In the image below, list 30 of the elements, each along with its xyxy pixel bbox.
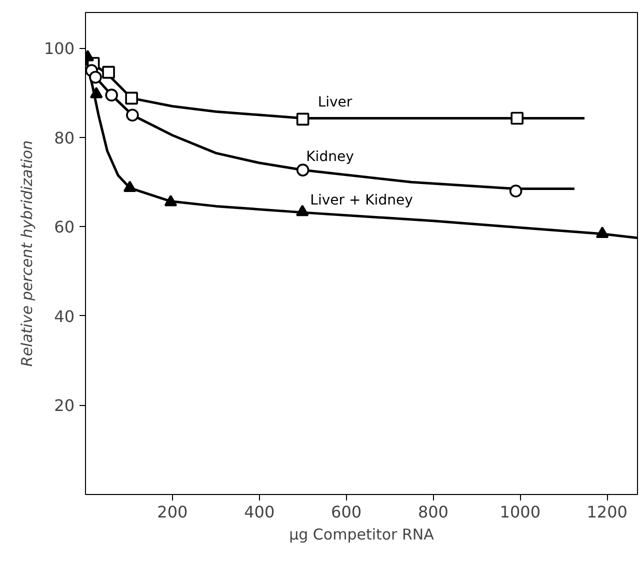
x-tick-label: 600 <box>331 502 362 522</box>
y-axis-title: Relative percent hybridization <box>18 140 36 367</box>
point <box>90 86 103 98</box>
y-tick-label: 80 <box>54 128 74 148</box>
series-label: Kidney <box>306 149 354 166</box>
y-tick-label: 40 <box>54 306 74 326</box>
point <box>164 194 178 206</box>
x-tick-label: 200 <box>157 502 188 522</box>
point <box>510 112 524 125</box>
point <box>296 112 310 126</box>
series-label: Liver + Kidney <box>310 192 413 208</box>
point <box>105 88 118 102</box>
point <box>296 164 310 176</box>
point <box>596 226 609 238</box>
x-tick-label: 400 <box>244 502 275 522</box>
point <box>126 108 139 122</box>
y-tick-label: 20 <box>54 396 74 416</box>
x-axis-title: μg Competitor RNA <box>289 526 435 544</box>
series-label: Liver <box>318 94 352 110</box>
point <box>509 184 522 198</box>
point <box>89 70 102 84</box>
point <box>125 92 138 105</box>
y-tick-label: 60 <box>54 218 74 237</box>
x-tick-label: 1000 <box>500 502 541 522</box>
y-tick-label: 100 <box>44 39 75 58</box>
x-tick-label: 800 <box>418 502 448 522</box>
point <box>123 180 136 192</box>
x-tick-label: 1200 <box>586 502 628 522</box>
point <box>296 204 309 216</box>
point <box>102 66 115 79</box>
